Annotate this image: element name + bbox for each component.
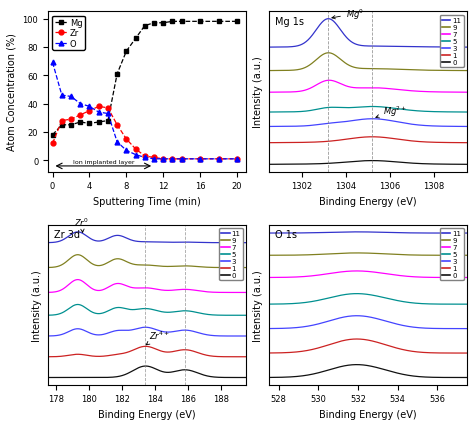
Zr xyxy=(133,147,138,152)
Zr xyxy=(216,157,221,162)
Line: Zr: Zr xyxy=(50,105,239,162)
Mg xyxy=(50,133,55,138)
Mg xyxy=(151,21,157,26)
Text: Zr 3d: Zr 3d xyxy=(54,230,80,240)
Mg xyxy=(105,119,111,124)
Mg xyxy=(216,20,221,25)
Zr xyxy=(234,157,240,162)
Mg xyxy=(160,21,166,26)
O xyxy=(234,157,240,162)
O xyxy=(179,157,184,162)
Text: $Zr^0$: $Zr^0$ xyxy=(74,216,90,233)
Y-axis label: Intensity (a.u.): Intensity (a.u.) xyxy=(32,269,42,341)
Zr xyxy=(197,157,203,162)
Legend: 11, 9, 7, 5, 3, 1, 0: 11, 9, 7, 5, 3, 1, 0 xyxy=(219,228,243,281)
Mg xyxy=(142,24,148,29)
Mg xyxy=(124,49,129,55)
Legend: 11, 9, 7, 5, 3, 1, 0: 11, 9, 7, 5, 3, 1, 0 xyxy=(440,16,464,68)
Zr xyxy=(142,154,148,159)
Zr xyxy=(160,157,166,162)
Zr xyxy=(105,106,111,111)
Text: O 1s: O 1s xyxy=(275,230,297,240)
Text: $Mg^{2+}$: $Mg^{2+}$ xyxy=(376,104,408,119)
Mg xyxy=(87,121,92,127)
Legend: Mg, Zr, O: Mg, Zr, O xyxy=(52,17,85,51)
Zr xyxy=(151,155,157,161)
Legend: 11, 9, 7, 5, 3, 1, 0: 11, 9, 7, 5, 3, 1, 0 xyxy=(440,228,464,281)
O xyxy=(50,61,55,66)
Zr xyxy=(59,119,64,124)
O xyxy=(77,102,83,107)
Y-axis label: Intensity (a.u.): Intensity (a.u.) xyxy=(253,57,263,128)
Mg xyxy=(77,120,83,125)
Y-axis label: Atom Concentration (%): Atom Concentration (%) xyxy=(7,34,17,151)
O xyxy=(197,157,203,162)
O xyxy=(216,157,221,162)
X-axis label: Binding Energy (eV): Binding Energy (eV) xyxy=(319,196,417,206)
Mg xyxy=(59,123,64,128)
X-axis label: Binding Energy (eV): Binding Energy (eV) xyxy=(98,409,196,419)
O xyxy=(68,95,74,100)
O xyxy=(160,157,166,162)
O xyxy=(151,157,157,162)
X-axis label: Binding Energy (eV): Binding Energy (eV) xyxy=(319,409,417,419)
Zr xyxy=(96,105,101,110)
O xyxy=(142,155,148,161)
Mg xyxy=(68,123,74,128)
O xyxy=(59,93,64,98)
Mg xyxy=(96,120,101,125)
O xyxy=(124,148,129,153)
Text: Ion implanted layer: Ion implanted layer xyxy=(73,159,134,164)
O xyxy=(105,112,111,117)
Text: $Mg^0$: $Mg^0$ xyxy=(332,7,364,22)
O xyxy=(114,140,120,145)
Mg xyxy=(234,20,240,25)
Zr xyxy=(179,157,184,162)
O xyxy=(87,105,92,110)
O xyxy=(170,157,175,162)
Mg xyxy=(114,72,120,77)
O xyxy=(96,110,101,115)
Zr xyxy=(87,109,92,114)
X-axis label: Sputtering Time (min): Sputtering Time (min) xyxy=(93,196,201,206)
Line: Mg: Mg xyxy=(50,20,239,138)
Line: O: O xyxy=(50,61,239,162)
Text: $Zr^{4+}$: $Zr^{4+}$ xyxy=(146,329,170,345)
O xyxy=(133,153,138,158)
Zr xyxy=(68,117,74,122)
Zr xyxy=(114,123,120,128)
Zr xyxy=(50,141,55,147)
Mg xyxy=(133,37,138,42)
Mg xyxy=(197,20,203,25)
Y-axis label: Intensity (a.u.): Intensity (a.u.) xyxy=(253,269,263,341)
Mg xyxy=(179,20,184,25)
Mg xyxy=(170,20,175,25)
Zr xyxy=(77,113,83,118)
Text: Mg 1s: Mg 1s xyxy=(275,17,304,27)
Zr xyxy=(170,157,175,162)
Zr xyxy=(124,137,129,142)
